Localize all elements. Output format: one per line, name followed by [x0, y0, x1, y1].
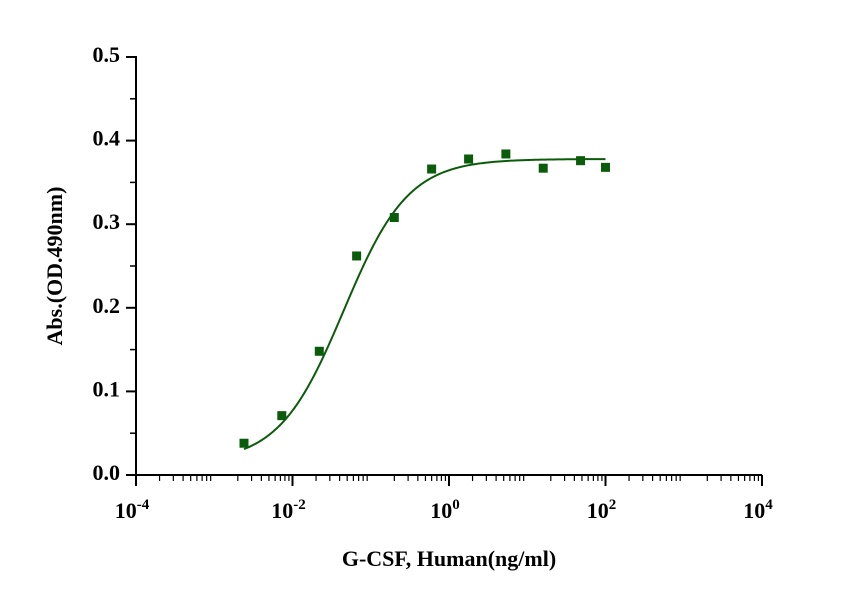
x-tick-label: 10-4: [115, 497, 150, 523]
y-tick-label: 0.1: [93, 376, 121, 401]
x-tick-label: 102: [587, 497, 617, 523]
data-point: [464, 154, 474, 164]
data-point: [239, 438, 249, 448]
x-tick-label: 10-2: [271, 497, 306, 523]
data-point: [538, 163, 548, 173]
data-point: [389, 213, 399, 223]
x-tick-label: 104: [743, 497, 773, 523]
data-point: [427, 164, 437, 174]
data-point: [277, 411, 287, 421]
y-tick-label: 0.4: [93, 126, 121, 151]
y-tick-label: 0.0: [93, 460, 121, 485]
y-tick-label: 0.2: [93, 293, 121, 318]
fit-curve: [243, 158, 606, 451]
x-tick-label: 100: [430, 497, 460, 523]
data-point: [601, 162, 610, 172]
y-tick-label: 0.5: [93, 42, 121, 67]
data-point: [352, 251, 362, 261]
data-point: [314, 346, 324, 356]
data-point: [501, 149, 511, 159]
y-tick-label: 0.3: [93, 209, 121, 234]
data-point: [576, 156, 586, 166]
x-axis-title: G-CSF, Human(ng/ml): [342, 546, 556, 571]
y-axis-title: Abs.(OD.490nm): [42, 187, 67, 346]
plot-area: 0.0 0.1 0.2 0.3 0.4 0.5 10-4 10-2 100 102 104: [93, 42, 774, 523]
